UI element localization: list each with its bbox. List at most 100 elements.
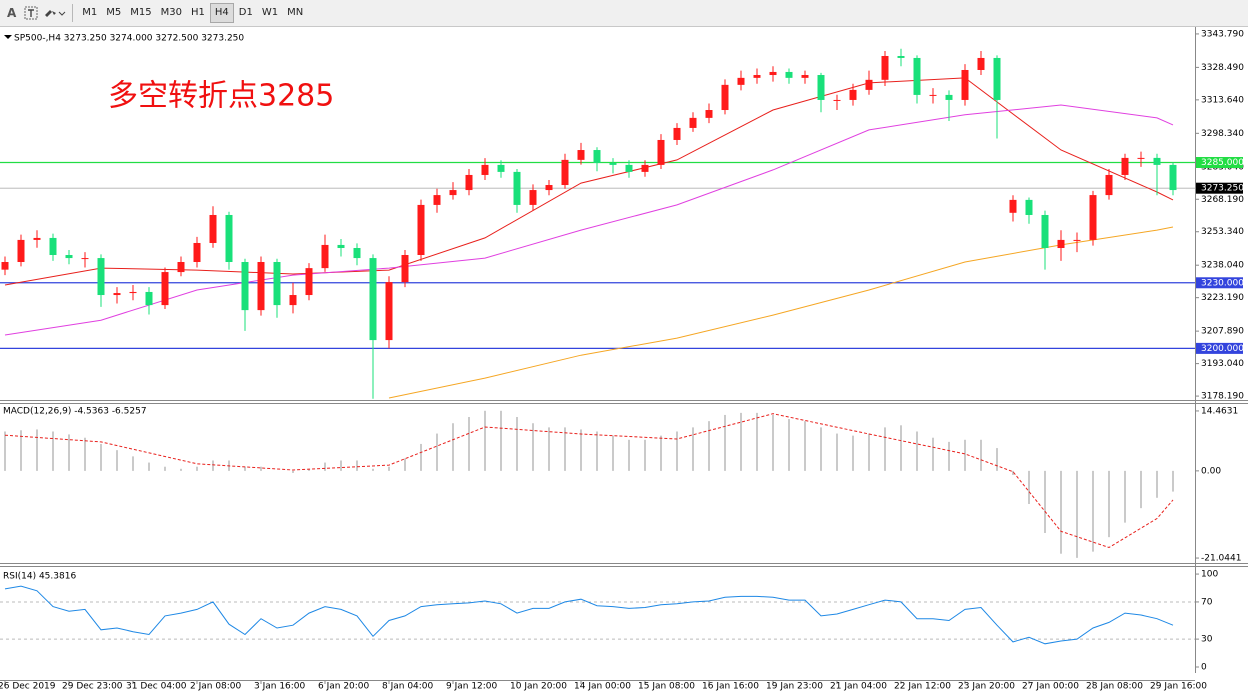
level-label-box xyxy=(1196,277,1243,289)
x-tick-label: 26 Dec 2019 xyxy=(0,682,56,692)
x-tick-label: 22 Jan 12:00 xyxy=(894,682,951,692)
timeframe-button[interactable]: M30 xyxy=(160,7,183,18)
x-tick-label: 31 Dec 04:00 xyxy=(126,682,187,692)
font-button[interactable]: A xyxy=(7,6,17,20)
candle-body xyxy=(673,127,681,140)
y-tick-label: 3193.040 xyxy=(1201,359,1244,369)
y-tick-label: 3238.040 xyxy=(1201,261,1244,271)
candle-body xyxy=(385,282,393,341)
candle-body xyxy=(817,75,825,100)
arrow-tool-icon[interactable] xyxy=(41,3,67,23)
candle-body xyxy=(81,258,89,260)
candle-body xyxy=(593,150,601,163)
candle-body xyxy=(529,190,537,205)
candle-body xyxy=(545,185,553,191)
x-tick-label: 28 Jan 08:00 xyxy=(1086,682,1143,692)
candle-body xyxy=(753,75,761,78)
candle-body xyxy=(833,99,841,101)
y-tick-label: 3207.890 xyxy=(1201,327,1244,337)
candle-body xyxy=(1089,195,1097,240)
x-tick-label: 3 Jan 16:00 xyxy=(254,682,306,692)
candle-body xyxy=(161,272,169,306)
timeframe-button[interactable]: H4 xyxy=(209,3,234,23)
y-tick-label: 30 xyxy=(1201,635,1213,645)
candle-body xyxy=(241,262,249,311)
candle-body xyxy=(609,162,617,165)
candle-body xyxy=(225,214,233,263)
plot-background xyxy=(0,27,1195,673)
candle-body xyxy=(305,268,313,296)
candle-body xyxy=(1121,157,1129,175)
candle-body xyxy=(465,174,473,191)
candle-body xyxy=(369,258,377,341)
separator xyxy=(72,4,74,22)
candle-body xyxy=(17,239,25,263)
candle-body xyxy=(929,94,937,96)
y-tick-label: 3223.190 xyxy=(1201,293,1244,303)
candle-body xyxy=(625,164,633,172)
x-tick-label: 19 Jan 23:00 xyxy=(766,682,823,692)
candle-body xyxy=(1041,214,1049,249)
candle-body xyxy=(481,164,489,175)
level-label: 3200.000 xyxy=(1201,344,1244,354)
timeframe-button[interactable]: W1 xyxy=(261,7,279,18)
chart: SP500-,H4 3273.250 3274.000 3272.500 327… xyxy=(0,27,1248,692)
last-price-label: 3273.250 xyxy=(1201,184,1244,194)
y-tick-label: 0.00 xyxy=(1201,466,1221,476)
candle-body xyxy=(273,262,281,306)
timeframe-button[interactable]: M1 xyxy=(82,7,98,18)
y-tick-label: 14.4631 xyxy=(1201,406,1238,416)
last-price-box xyxy=(1196,182,1243,194)
y-tick-label: 0 xyxy=(1201,662,1207,672)
candle-body xyxy=(289,295,297,306)
candle-body xyxy=(193,242,201,263)
candle-body xyxy=(737,77,745,85)
moving-average xyxy=(388,226,1174,399)
timeframe-button[interactable]: D1 xyxy=(238,7,253,18)
candle-body xyxy=(577,150,585,160)
macd-header: MACD(12,26,9) -4.5363 -6.5257 xyxy=(3,407,147,417)
y-tick-label: 3253.340 xyxy=(1201,227,1244,237)
candle-body xyxy=(641,164,649,172)
candle-body xyxy=(337,244,345,249)
level-label: 3230.000 xyxy=(1201,278,1244,288)
candle-body xyxy=(849,89,857,100)
annotation: 多空转折点3285 xyxy=(108,79,334,114)
timeframe-bar: M1 M5 M15 M30 H1 H4 D1 W1 MN xyxy=(78,3,308,23)
candle-body xyxy=(113,293,121,296)
candle-body xyxy=(1073,239,1081,241)
timeframe-button[interactable]: M5 xyxy=(106,7,122,18)
candle-body xyxy=(913,57,921,95)
candle-body xyxy=(977,57,985,70)
candle-body xyxy=(1025,199,1033,215)
timeframe-button[interactable]: M15 xyxy=(130,7,152,18)
level-label-box xyxy=(1196,156,1243,168)
x-tick-label: 2 Jan 08:00 xyxy=(190,682,242,692)
candle-body xyxy=(1,262,9,270)
y-tick-label: 3328.490 xyxy=(1201,63,1244,73)
candle-body xyxy=(1105,174,1113,196)
level-label: 3285.000 xyxy=(1201,158,1244,168)
candle-body xyxy=(65,255,73,259)
x-tick-label: 6 Jan 20:00 xyxy=(318,682,370,692)
text-tool-icon[interactable] xyxy=(21,3,41,23)
candle-body xyxy=(1009,199,1017,213)
timeframe-button[interactable]: H1 xyxy=(191,7,205,18)
candle-body xyxy=(945,94,953,100)
candle-body xyxy=(705,110,713,118)
candle-body xyxy=(1153,157,1161,165)
candle-body xyxy=(257,262,265,311)
candle-body xyxy=(33,237,41,240)
x-tick-label: 27 Jan 00:00 xyxy=(1022,682,1079,692)
candle-body xyxy=(657,139,665,165)
x-tick-label: 16 Jan 16:00 xyxy=(702,682,759,692)
candle-body xyxy=(97,258,105,296)
x-tick-label: 10 Jan 20:00 xyxy=(510,682,567,692)
candle-body xyxy=(881,55,889,80)
header-arrow xyxy=(4,35,12,39)
candle-body xyxy=(897,55,905,58)
candle-body xyxy=(961,69,969,100)
candle-body xyxy=(1137,157,1145,159)
candle-body xyxy=(497,164,505,172)
timeframe-button[interactable]: MN xyxy=(287,7,304,18)
